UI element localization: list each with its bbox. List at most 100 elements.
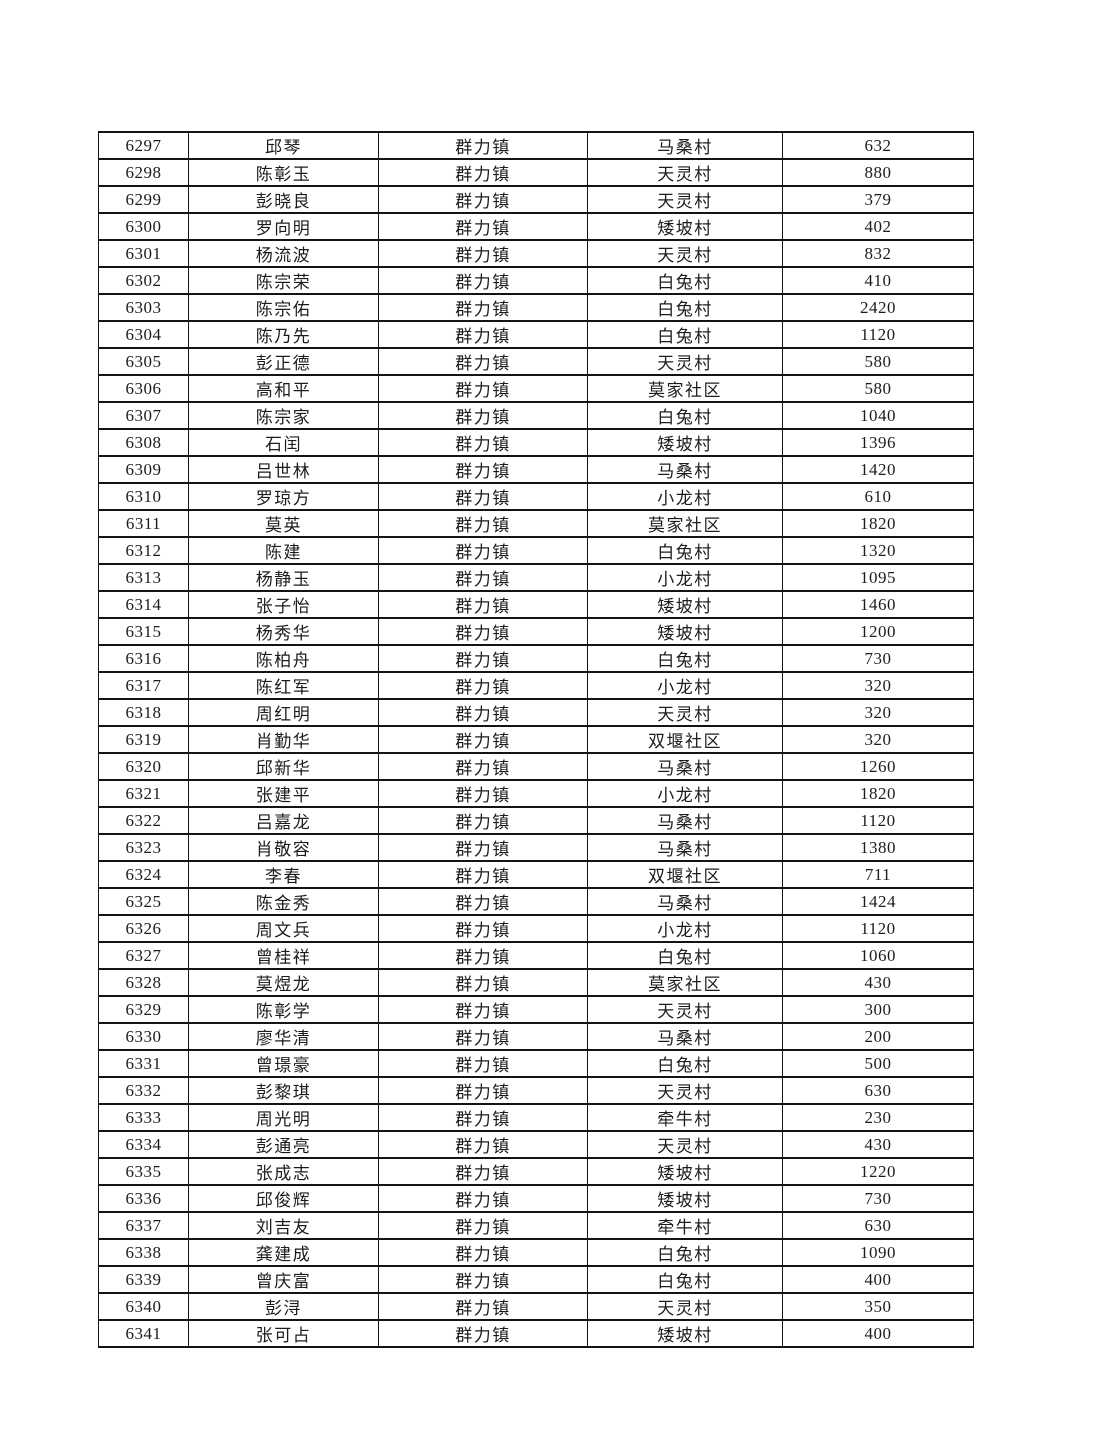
cell-village: 马桑村 — [587, 455, 783, 484]
cell-id: 6332 — [98, 1076, 189, 1105]
cell-town: 群力镇 — [378, 293, 588, 322]
table-row: 6324 李春 群力镇 双堰社区 711 — [98, 860, 974, 889]
cell-name: 彭通亮 — [188, 1130, 379, 1159]
cell-amount: 320 — [782, 725, 974, 754]
cell-town: 群力镇 — [378, 212, 588, 241]
cell-amount: 200 — [782, 1022, 974, 1051]
cell-amount: 379 — [782, 185, 974, 214]
cell-name: 邱琴 — [188, 131, 379, 160]
cell-name: 陈建 — [188, 536, 379, 565]
cell-village: 马桑村 — [587, 887, 783, 916]
cell-village: 牵牛村 — [587, 1211, 783, 1240]
cell-village: 白兔村 — [587, 536, 783, 565]
cell-name: 曾璟豪 — [188, 1049, 379, 1078]
cell-name: 龚建成 — [188, 1238, 379, 1267]
cell-town: 群力镇 — [378, 374, 588, 403]
cell-id: 6324 — [98, 860, 189, 889]
cell-town: 群力镇 — [378, 590, 588, 619]
cell-id: 6312 — [98, 536, 189, 565]
cell-amount: 1420 — [782, 455, 974, 484]
cell-town: 群力镇 — [378, 239, 588, 268]
table-row: 6305 彭正德 群力镇 天灵村 580 — [98, 347, 974, 376]
cell-village: 矮坡村 — [587, 1157, 783, 1186]
cell-town: 群力镇 — [378, 1211, 588, 1240]
cell-village: 白兔村 — [587, 1049, 783, 1078]
table-row: 6306 高和平 群力镇 莫家社区 580 — [98, 374, 974, 403]
table-row: 6339 曾庆富 群力镇 白兔村 400 — [98, 1265, 974, 1294]
cell-village: 矮坡村 — [587, 212, 783, 241]
cell-id: 6322 — [98, 806, 189, 835]
cell-village: 牵牛村 — [587, 1103, 783, 1132]
cell-town: 群力镇 — [378, 644, 588, 673]
cell-id: 6329 — [98, 995, 189, 1024]
cell-id: 6331 — [98, 1049, 189, 1078]
cell-town: 群力镇 — [378, 1022, 588, 1051]
cell-town: 群力镇 — [378, 1265, 588, 1294]
cell-amount: 630 — [782, 1076, 974, 1105]
cell-name: 陈乃先 — [188, 320, 379, 349]
cell-id: 6299 — [98, 185, 189, 214]
cell-id: 6337 — [98, 1211, 189, 1240]
cell-amount: 632 — [782, 131, 974, 160]
cell-id: 6315 — [98, 617, 189, 646]
cell-town: 群力镇 — [378, 185, 588, 214]
cell-amount: 1120 — [782, 914, 974, 943]
cell-name: 杨静玉 — [188, 563, 379, 592]
cell-village: 马桑村 — [587, 1022, 783, 1051]
cell-village: 马桑村 — [587, 806, 783, 835]
cell-village: 小龙村 — [587, 779, 783, 808]
cell-id: 6316 — [98, 644, 189, 673]
cell-village: 白兔村 — [587, 320, 783, 349]
cell-id: 6330 — [98, 1022, 189, 1051]
cell-village: 矮坡村 — [587, 1184, 783, 1213]
cell-amount: 1424 — [782, 887, 974, 916]
cell-village: 天灵村 — [587, 185, 783, 214]
cell-name: 杨流波 — [188, 239, 379, 268]
cell-town: 群力镇 — [378, 860, 588, 889]
cell-amount: 1220 — [782, 1157, 974, 1186]
cell-amount: 1040 — [782, 401, 974, 430]
cell-town: 群力镇 — [378, 941, 588, 970]
cell-name: 张可占 — [188, 1319, 379, 1348]
table-row: 6309 吕世林 群力镇 马桑村 1420 — [98, 455, 974, 484]
cell-id: 6321 — [98, 779, 189, 808]
cell-id: 6318 — [98, 698, 189, 727]
table-row: 6321 张建平 群力镇 小龙村 1820 — [98, 779, 974, 808]
table-row: 6299 彭晓良 群力镇 天灵村 379 — [98, 185, 974, 214]
cell-name: 陈彰学 — [188, 995, 379, 1024]
cell-name: 吕世林 — [188, 455, 379, 484]
cell-name: 陈金秀 — [188, 887, 379, 916]
cell-id: 6336 — [98, 1184, 189, 1213]
table-row: 6332 彭黎琪 群力镇 天灵村 630 — [98, 1076, 974, 1105]
cell-town: 群力镇 — [378, 401, 588, 430]
cell-village: 小龙村 — [587, 482, 783, 511]
cell-id: 6300 — [98, 212, 189, 241]
cell-town: 群力镇 — [378, 752, 588, 781]
table-row: 6304 陈乃先 群力镇 白兔村 1120 — [98, 320, 974, 349]
cell-amount: 880 — [782, 158, 974, 187]
cell-amount: 430 — [782, 1130, 974, 1159]
cell-town: 群力镇 — [378, 806, 588, 835]
cell-name: 周光明 — [188, 1103, 379, 1132]
cell-amount: 350 — [782, 1292, 974, 1321]
cell-village: 白兔村 — [587, 401, 783, 430]
cell-name: 曾桂祥 — [188, 941, 379, 970]
cell-village: 天灵村 — [587, 239, 783, 268]
cell-name: 李春 — [188, 860, 379, 889]
cell-amount: 400 — [782, 1265, 974, 1294]
table-row: 6302 陈宗荣 群力镇 白兔村 410 — [98, 266, 974, 295]
cell-town: 群力镇 — [378, 1157, 588, 1186]
table-row: 6297 邱琴 群力镇 马桑村 632 — [98, 131, 974, 160]
cell-amount: 1260 — [782, 752, 974, 781]
cell-town: 群力镇 — [378, 887, 588, 916]
cell-id: 6304 — [98, 320, 189, 349]
cell-amount: 630 — [782, 1211, 974, 1240]
cell-name: 陈柏舟 — [188, 644, 379, 673]
table-row: 6315 杨秀华 群力镇 矮坡村 1200 — [98, 617, 974, 646]
cell-id: 6319 — [98, 725, 189, 754]
cell-village: 天灵村 — [587, 347, 783, 376]
cell-town: 群力镇 — [378, 563, 588, 592]
table-row: 6311 莫英 群力镇 莫家社区 1820 — [98, 509, 974, 538]
table-row: 6340 彭浔 群力镇 天灵村 350 — [98, 1292, 974, 1321]
